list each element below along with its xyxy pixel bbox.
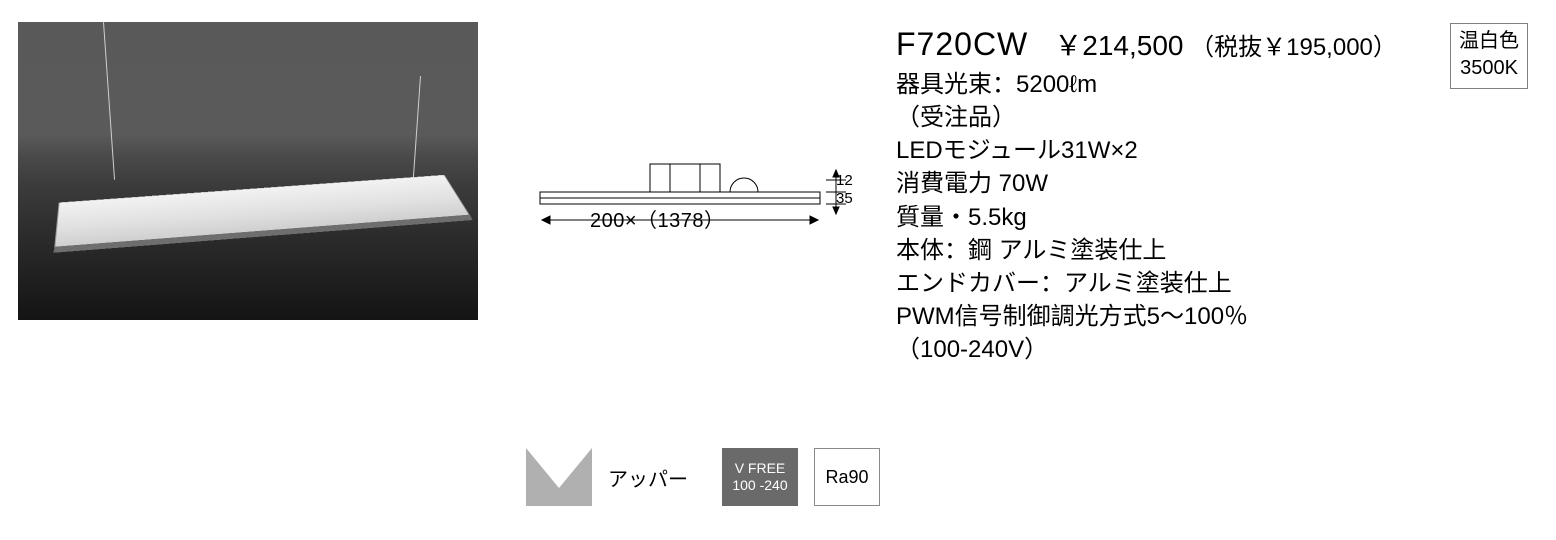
fixture — [54, 175, 470, 248]
vfree-line2: 100 -240 — [732, 477, 787, 495]
spec-header: F720CW ￥214,500 （税抜￥195,000） — [896, 22, 1456, 66]
spec-line: （100-240V） — [896, 333, 1456, 366]
spec-block: F720CW ￥214,500 （税抜￥195,000） 器具光束：5200ℓm… — [896, 22, 1456, 366]
spec-line: LEDモジュール31W×2 — [896, 134, 1456, 167]
ct-kelvin: 3500K — [1451, 55, 1527, 82]
plan-dimension: 200×（1378） — [590, 204, 725, 233]
spec-line: 消費電力 70W — [896, 167, 1456, 200]
price-incl: ￥214,500 — [1054, 30, 1183, 61]
wire-left — [103, 22, 115, 180]
price-excl: （税抜￥195,000） — [1190, 34, 1397, 61]
height-12: 12 — [836, 172, 853, 189]
upper-label: アッパー — [608, 463, 688, 492]
ct-label: 温白色 — [1451, 28, 1527, 55]
spec-line: 質量・5.5kg — [896, 201, 1456, 234]
spec-line: 器具光束：5200ℓm — [896, 68, 1456, 101]
spec-line: エンドカバー：アルミ塗装仕上 — [896, 267, 1456, 300]
color-temp-badge: 温白色 3500K — [1450, 23, 1528, 89]
upper-icon — [526, 448, 592, 506]
spec-line: 本体：鋼 アルミ塗装仕上 — [896, 234, 1456, 267]
product-photo — [18, 22, 478, 320]
spec-line: PWM信号制御調光方式5〜100％ — [896, 300, 1456, 333]
spec-line: （受注品） — [896, 101, 1456, 134]
model-number: F720CW — [896, 22, 1028, 66]
ra-label: Ra90 — [825, 467, 868, 488]
icon-row: アッパー V FREE 100 -240 Ra90 — [526, 448, 880, 506]
vfree-line1: V FREE — [735, 460, 786, 478]
vfree-icon: V FREE 100 -240 — [722, 448, 798, 506]
height-35: 35 — [836, 190, 853, 207]
ra-icon: Ra90 — [814, 448, 880, 506]
